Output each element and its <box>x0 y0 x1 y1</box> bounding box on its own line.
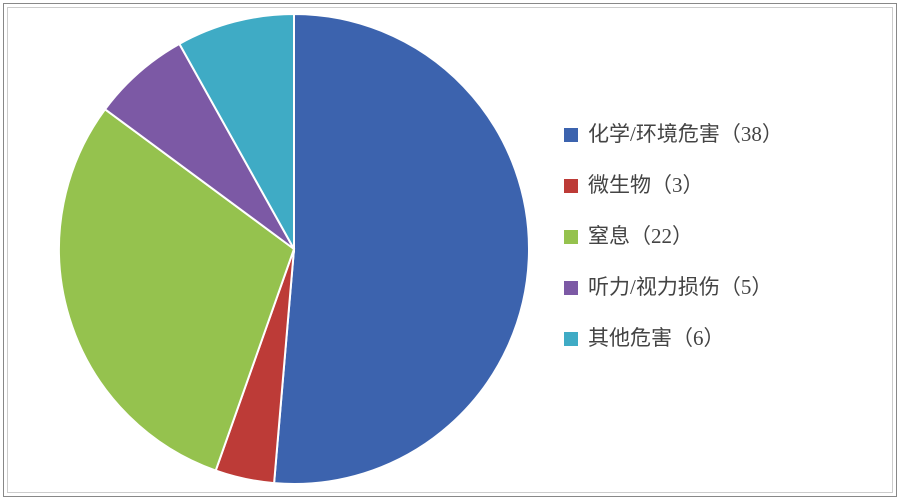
chart-frame: 化学/环境危害（38） 微生物（3） 窒息（22） 听力/视力损伤（5） 其他危害（6） <box>3 3 897 497</box>
legend-swatch <box>564 230 578 244</box>
legend-label: 化学/环境危害（38） <box>588 124 783 145</box>
legend-item-0: 化学/环境危害（38） <box>564 124 783 145</box>
legend-swatch <box>564 128 578 142</box>
legend-label: 其他危害（6） <box>588 328 725 349</box>
legend: 化学/环境危害（38） 微生物（3） 窒息（22） 听力/视力损伤（5） 其他危害（6） <box>564 124 783 379</box>
legend-label: 听力/视力损伤（5） <box>588 277 772 298</box>
legend-item-3: 听力/视力损伤（5） <box>564 277 783 298</box>
legend-swatch <box>564 281 578 295</box>
pie-chart <box>59 14 529 484</box>
legend-label: 微生物（3） <box>588 175 704 196</box>
legend-swatch <box>564 179 578 193</box>
legend-swatch <box>564 332 578 346</box>
legend-item-2: 窒息（22） <box>564 226 783 247</box>
pie-slice-0 <box>274 14 529 484</box>
legend-item-4: 其他危害（6） <box>564 328 783 349</box>
legend-item-1: 微生物（3） <box>564 175 783 196</box>
legend-label: 窒息（22） <box>588 226 693 247</box>
